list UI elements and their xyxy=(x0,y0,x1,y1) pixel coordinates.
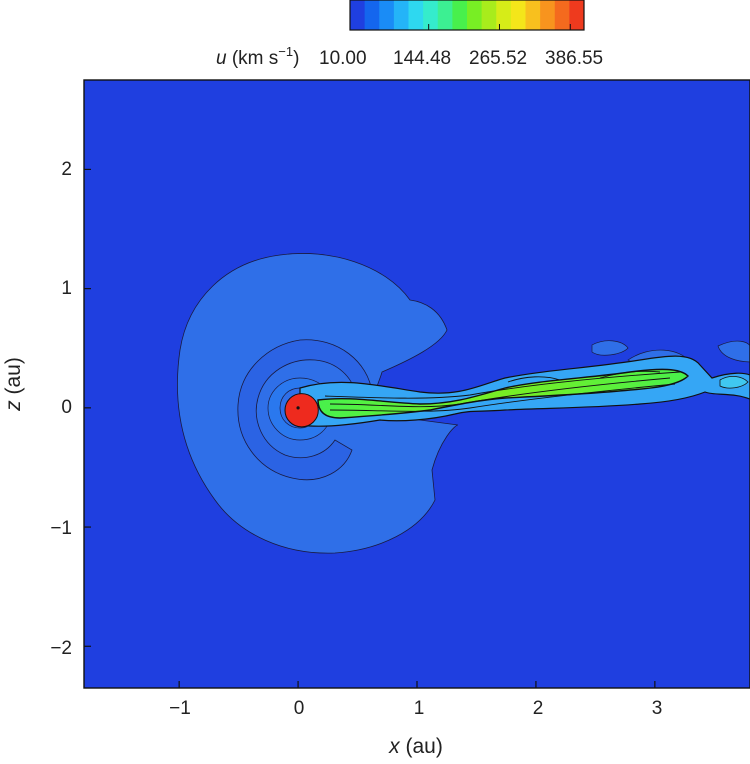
y-tick-label-1: −1 xyxy=(50,518,72,539)
x-tick-label-3: 2 xyxy=(533,698,544,719)
x-tick-label-0: −1 xyxy=(169,698,191,719)
colorbar-tick-label-0: 10.00 xyxy=(319,48,367,69)
colorbar-tick-label-2: 265.52 xyxy=(469,48,527,69)
x-tick-label-1: 0 xyxy=(294,698,305,719)
colorbar-label-exp: −1 xyxy=(278,44,293,59)
y-axis-label: z (au) xyxy=(2,357,25,412)
colorbar-swatch-8 xyxy=(467,0,483,30)
colorbar-swatch-14 xyxy=(554,0,570,30)
x-tick-label-4: 3 xyxy=(652,698,663,719)
colorbar-label: u (km s−1) xyxy=(216,44,299,69)
x-axis-ticks xyxy=(178,681,656,688)
y-axis-label-unit: (au) xyxy=(2,357,25,400)
colorbar-swatch-12 xyxy=(525,0,541,30)
star-center xyxy=(296,406,300,410)
colorbar-swatch-10 xyxy=(496,0,512,30)
colorbar-swatch-4 xyxy=(408,0,424,30)
y-tick-label-4: 2 xyxy=(61,159,72,180)
upper-blob xyxy=(591,340,629,356)
colorbar-swatch-15 xyxy=(569,0,585,30)
colorbar-swatch-6 xyxy=(437,0,453,30)
colorbar-swatch-9 xyxy=(481,0,497,30)
y-tick-label-3: 1 xyxy=(61,278,72,299)
colorbar-tick-label-1: 144.48 xyxy=(393,48,451,69)
tail-contours xyxy=(324,370,681,412)
colorbar-label-unit: (km s xyxy=(227,48,279,69)
colorbar-swatch-11 xyxy=(510,0,526,30)
colorbar-swatch-13 xyxy=(540,0,556,30)
colorbar: u (km s−1) 10.00 144.48 265.52 386.55 xyxy=(216,0,603,69)
colorbar-frame xyxy=(349,0,585,31)
colorbar-label-close: ) xyxy=(293,48,299,69)
tail-core xyxy=(317,368,689,419)
colorbar-swatch-3 xyxy=(393,0,409,30)
colorbar-swatch-5 xyxy=(423,0,439,30)
colorbar-swatch-1 xyxy=(364,0,380,30)
colorbar-swatch-7 xyxy=(452,0,468,30)
right-edge-blob xyxy=(717,340,750,363)
x-axis-label: x (au) xyxy=(388,735,443,758)
y-axis-ticks xyxy=(84,168,91,647)
colorbar-label-var: u xyxy=(216,48,227,69)
tail-edge-turbulence xyxy=(719,376,749,389)
y-tick-label-0: −2 xyxy=(50,638,72,659)
colorbar-swatch-0 xyxy=(350,0,366,30)
y-axis-label-var: z xyxy=(2,400,25,412)
x-axis-label-unit: (au) xyxy=(400,735,443,758)
x-axis-label-var: x xyxy=(388,735,401,758)
colorbar-tick-label-3: 386.55 xyxy=(545,48,603,69)
colorbar-swatches xyxy=(350,0,585,30)
plot-area xyxy=(84,80,750,688)
colorbar-swatch-2 xyxy=(379,0,395,30)
x-tick-label-2: 1 xyxy=(414,698,425,719)
y-tick-label-2: 0 xyxy=(61,397,72,418)
star xyxy=(284,393,319,428)
colorbar-ticks xyxy=(349,24,571,30)
